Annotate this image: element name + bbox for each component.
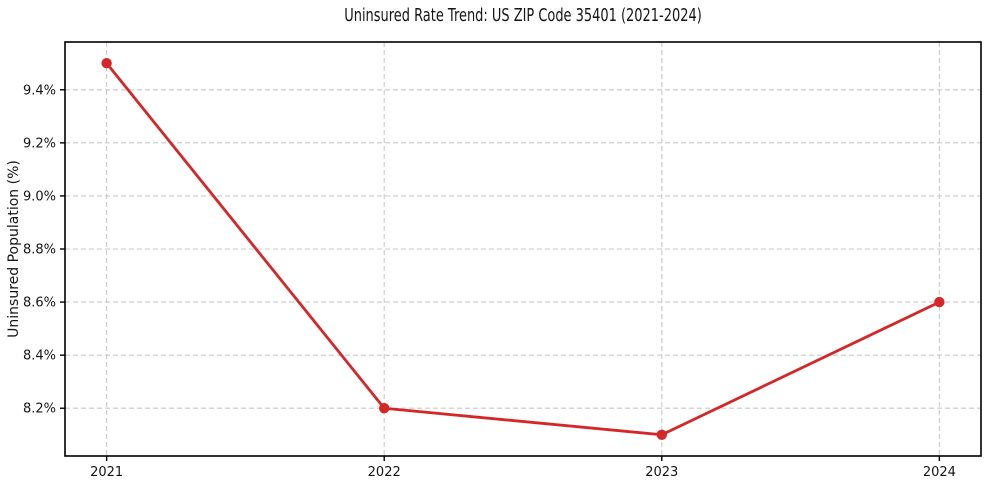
trend-line xyxy=(105,61,941,437)
y-tick-label: 8.2% xyxy=(23,402,56,417)
chart-title: Uninsured Rate Trend: US ZIP Code 35401 … xyxy=(344,5,702,26)
data-point-marker xyxy=(934,296,945,308)
y-tick-label: 8.4% xyxy=(23,349,56,364)
data-point-marker xyxy=(379,403,390,414)
y-tick-label: 9.0% xyxy=(23,189,56,204)
y-tick-label: 8.8% xyxy=(23,243,56,258)
x-tick-label: 2023 xyxy=(645,465,678,480)
data-point-marker xyxy=(656,429,667,440)
data-point-marker xyxy=(101,58,112,69)
x-tick-label: 2022 xyxy=(368,465,401,480)
plot-border xyxy=(64,41,982,457)
x-tick-label: 2024 xyxy=(923,465,956,480)
y-tick-label: 8.6% xyxy=(23,296,56,311)
y-tick-label: 9.4% xyxy=(23,83,56,98)
y-tick-label: 9.2% xyxy=(23,136,56,151)
x-tick-label: 2021 xyxy=(90,465,123,480)
